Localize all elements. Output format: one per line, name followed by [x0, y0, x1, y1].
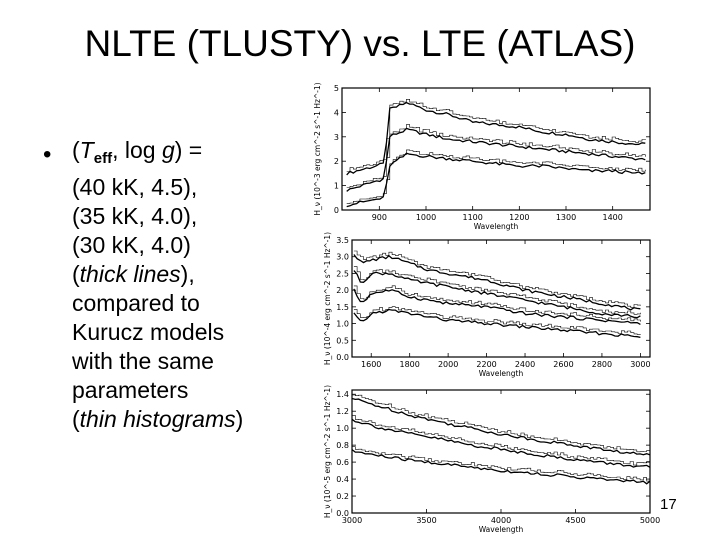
panel-2-xtick-label: 1800: [399, 360, 419, 369]
slide-title: NLTE (TLUSTY) vs. LTE (ATLAS): [84, 23, 636, 64]
panel-2-xtick-label: 2600: [553, 360, 573, 369]
panel-2-frame: [351, 239, 651, 358]
panel-2-ylabel: H_ν (10^-4 erg cm^-2 s^-1 Hz^-1): [323, 232, 332, 365]
panel-1-xlabel: Wavelength: [474, 222, 519, 231]
panel-2-model-line-2: [353, 270, 641, 319]
bullet-line-4: (30 kK, 4.0): [72, 232, 191, 258]
panel-2-histogram-1: [353, 250, 641, 308]
panel-2-xlabel: Wavelength: [479, 369, 524, 378]
panel-3-histogram-3: [352, 446, 651, 482]
panel-1-histogram-2: [346, 124, 646, 188]
panel-2-model-line-3: [353, 288, 641, 325]
bullet-line-2: (40 kK, 4.5),: [72, 174, 198, 200]
panel-2-histogram-4: [353, 306, 641, 335]
panel-2-ytick-label: 2.0: [336, 286, 349, 295]
panel-1-xtick-label: 1000: [416, 213, 436, 222]
bullet-line-8: with the same: [72, 348, 214, 374]
panel-1-histogram-3: [346, 149, 646, 204]
bullet-text: (Teff, log g) = (40 kK, 4.5), (35 kK, 4.…: [72, 136, 322, 434]
panel-1-xtick-label: 900: [372, 213, 387, 222]
panel-2-xtick-label: 2800: [592, 360, 612, 369]
bullet-line-9: parameters: [72, 377, 189, 403]
panel-3-ytick-label: 0.6: [336, 458, 349, 467]
bullet-mid: , log: [112, 137, 162, 163]
panel-3-model-line-3: [351, 449, 651, 485]
panel-2-xtick-label: 2000: [438, 360, 458, 369]
panel-1-xtick-label: 1100: [462, 213, 482, 222]
panel-1-model-line-2: [346, 127, 646, 192]
logg-symbol: g: [161, 137, 175, 163]
panel-1-ytick-label: 5: [334, 84, 339, 93]
panel-3-ytick-label: 1.0: [336, 424, 349, 433]
spectra-plots: 900 1000 1100 1200 1300 1400 0 1 2 3 4 5 Wavelength H…: [300, 80, 662, 535]
panel-3-ytick-label: 0.0: [336, 509, 349, 518]
panel-3-ytick-label: 0.2: [336, 492, 349, 501]
panel-3-model-line-2: [351, 418, 651, 468]
page-number: 17: [660, 496, 677, 513]
panel-2-model-line-1: [353, 254, 641, 311]
panel-2-histogram-3: [353, 285, 641, 322]
teff-subscript: eff: [93, 150, 113, 167]
bullet-line-5-rest: ),: [180, 261, 195, 287]
panel-3-ytick-label: 0.8: [336, 441, 349, 450]
panel-1-ytick-label: 2: [334, 157, 339, 166]
panel-3-xtick-label: 5000: [640, 516, 660, 525]
panel-1-model-line-1: [346, 101, 646, 176]
panel-3-ytick-label: 1.2: [336, 407, 349, 416]
bullet-line-5: (thick lines),: [72, 261, 195, 287]
panel-2-ytick-label: 1.0: [336, 320, 349, 329]
bullet-line-10: (thin histograms): [72, 406, 244, 432]
panel-2-ytick-label: 2.5: [336, 269, 349, 278]
panel-2-ytick-label: 1.5: [336, 303, 349, 312]
panel-2-xtick-label: 1600: [361, 360, 381, 369]
panel-2-ytick-label: 0.5: [336, 336, 349, 345]
bullet-line-10-rest: ): [235, 406, 244, 432]
panel-2-xtick-label: 3000: [630, 360, 650, 369]
panel-3-xtick-label: 4000: [491, 516, 511, 525]
panel-2-ytick-label: 3.5: [336, 236, 349, 245]
panel-2-ytick-label: 0.0: [336, 353, 349, 362]
panel-3-xtick-label: 3500: [416, 516, 436, 525]
panel-3-ytick-label: 0.4: [336, 475, 349, 484]
panel-2-histogram-2: [353, 266, 641, 315]
panel-3-histogram-2: [352, 415, 651, 466]
spectra-plot-figure: 900 1000 1100 1200 1300 1400 0 1 2 3 4 5 Wavelength H…: [313, 82, 660, 534]
panel-1-model-line-3: [346, 152, 646, 208]
panel-1-ytick-label: 4: [334, 108, 339, 117]
panel-1-xtick-label: 1200: [509, 213, 529, 222]
panel-1-ylabel: H_ν (10^-3 erg cm^-2 s^-1 Hz^-1): [313, 82, 322, 215]
panel-1-ytick-label: 3: [334, 133, 339, 142]
panel-2-ytick-label: 3.0: [336, 253, 349, 262]
panel-3-xtick-label: 4500: [565, 516, 585, 525]
panel-2-model-line-4: [353, 308, 641, 339]
thick-lines-text: thick lines: [79, 261, 181, 287]
panel-2-xtick-label: 2200: [476, 360, 496, 369]
panel-1-frame: [341, 87, 651, 211]
bullet-line-6: compared to: [72, 290, 200, 316]
panel-3-xlabel: Wavelength: [479, 525, 524, 534]
panel-3-histogram-1: [352, 394, 651, 453]
panel-2-xtick-label: 2400: [515, 360, 535, 369]
thin-histograms-text: thin histograms: [79, 406, 236, 432]
panel-1-xtick-label: 1300: [556, 213, 576, 222]
bullet-line-7: Kurucz models: [72, 319, 225, 345]
teff-symbol: T: [79, 137, 94, 163]
panel-3-ylabel: H_ν (10^-5 erg cm^-2 s^-1 Hz^-1): [323, 385, 332, 518]
panel-3-ytick-label: 1.4: [336, 390, 349, 399]
panel-3-xtick-label: 3000: [342, 516, 362, 525]
bullet-line-1: (Teff, log g) =: [72, 136, 322, 173]
panel-3-model-line-1: [351, 397, 651, 456]
panel-1-ytick-label: 0: [334, 206, 339, 215]
panel-1-ytick-label: 1: [334, 182, 339, 191]
panel-1-xtick-label: 1400: [602, 213, 622, 222]
bullet-marker: •: [43, 141, 52, 168]
bullet-prefix: (: [72, 137, 80, 163]
panel-3-frame: [351, 389, 651, 514]
bullet-line-3: (35 kK, 4.0),: [72, 203, 198, 229]
panel-1-histogram-1: [346, 99, 646, 172]
bullet-suffix: ) =: [174, 137, 203, 163]
